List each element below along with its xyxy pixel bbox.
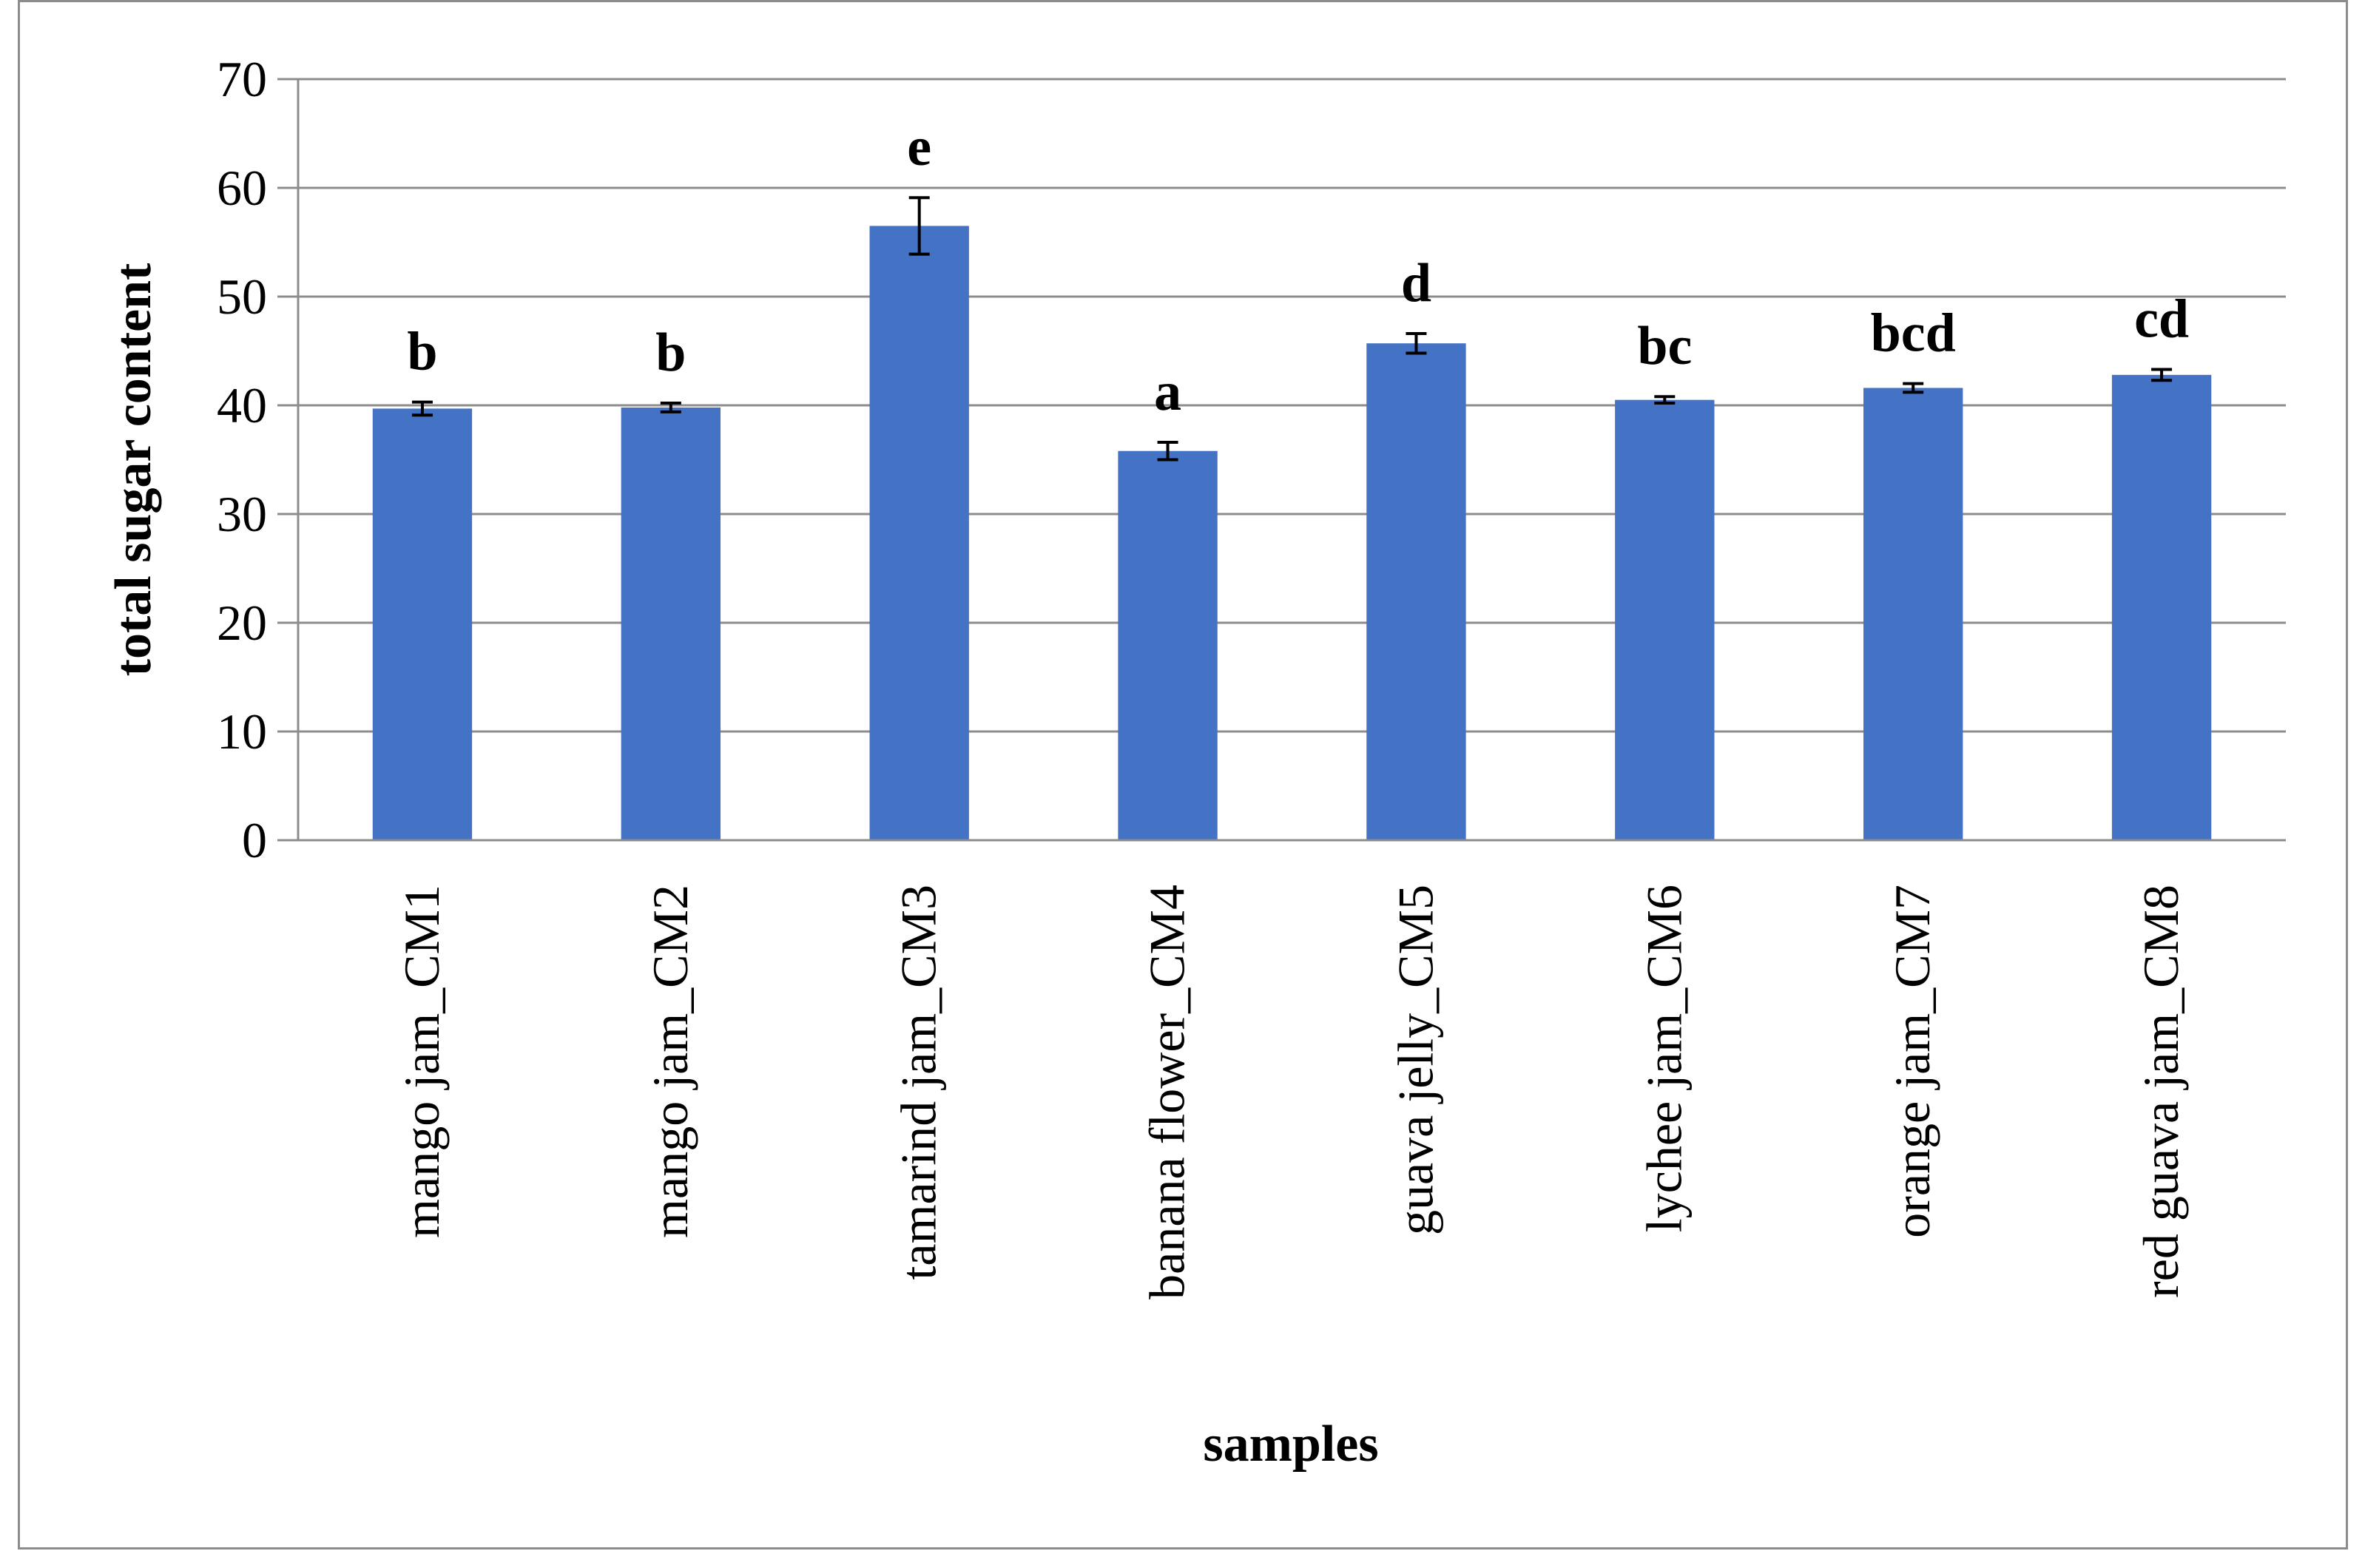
bar-1	[372, 408, 473, 840]
bar-3	[869, 226, 969, 840]
bar-6	[1615, 399, 1715, 840]
y-tick-label: 50	[217, 268, 267, 325]
x-category-label: orange jam_CM7	[1884, 885, 1940, 1238]
error-bar-6	[1654, 395, 1676, 405]
y-tick-label: 40	[217, 377, 267, 433]
significance-label-7: bcd	[1871, 303, 1956, 364]
error-bar-4	[1157, 440, 1178, 462]
significance-label-4: a	[1154, 362, 1181, 422]
significance-label-1: b	[407, 322, 437, 382]
x-category-label: tamarind jam_CM3	[891, 885, 947, 1280]
error-bar-7	[1903, 382, 1924, 394]
error-bar-8	[2151, 368, 2173, 382]
x-category-label: mango jam_CM2	[642, 885, 698, 1238]
bar-4	[1118, 450, 1218, 840]
bar-8	[2111, 374, 2212, 841]
x-axis-title: samples	[1203, 1416, 1378, 1473]
gridlines	[277, 78, 2286, 733]
bar-5	[1366, 343, 1466, 841]
significance-label-5: d	[1401, 253, 1431, 314]
y-tick-label: 0	[242, 812, 267, 868]
error-bar-3	[908, 196, 930, 256]
axes	[277, 79, 2286, 842]
significance-label-3: e	[907, 117, 931, 178]
x-category-label: lychee jam_CM6	[1636, 885, 1692, 1232]
y-tick-label: 30	[217, 486, 267, 542]
error-bar-1	[411, 400, 433, 417]
significance-label-2: b	[655, 322, 686, 383]
significance-label-6: bc	[1637, 316, 1692, 376]
significance-label-8: cd	[2134, 288, 2189, 349]
error-bar-2	[660, 402, 681, 413]
bar-2	[621, 407, 721, 840]
x-category-label: banana flower_CM4	[1139, 885, 1195, 1300]
labels: 0 10 20 30 40 50 60 70 b mango jam_CM1 b mango jam_…	[217, 51, 2189, 1300]
x-category-label: mango jam_CM1	[394, 885, 450, 1238]
y-tick-label: 70	[217, 51, 267, 107]
bar-7	[1863, 388, 1963, 840]
y-tick-label: 10	[217, 703, 267, 760]
x-category-label: guava jelly_CM5	[1387, 885, 1443, 1235]
y-axis-title: total sugar content	[105, 263, 162, 677]
error-bar-5	[1406, 331, 1427, 355]
bars	[372, 196, 2212, 841]
y-tick-label: 20	[217, 595, 267, 651]
y-tick-label: 60	[217, 160, 267, 216]
x-category-label: red guava jam_CM8	[2133, 885, 2189, 1298]
